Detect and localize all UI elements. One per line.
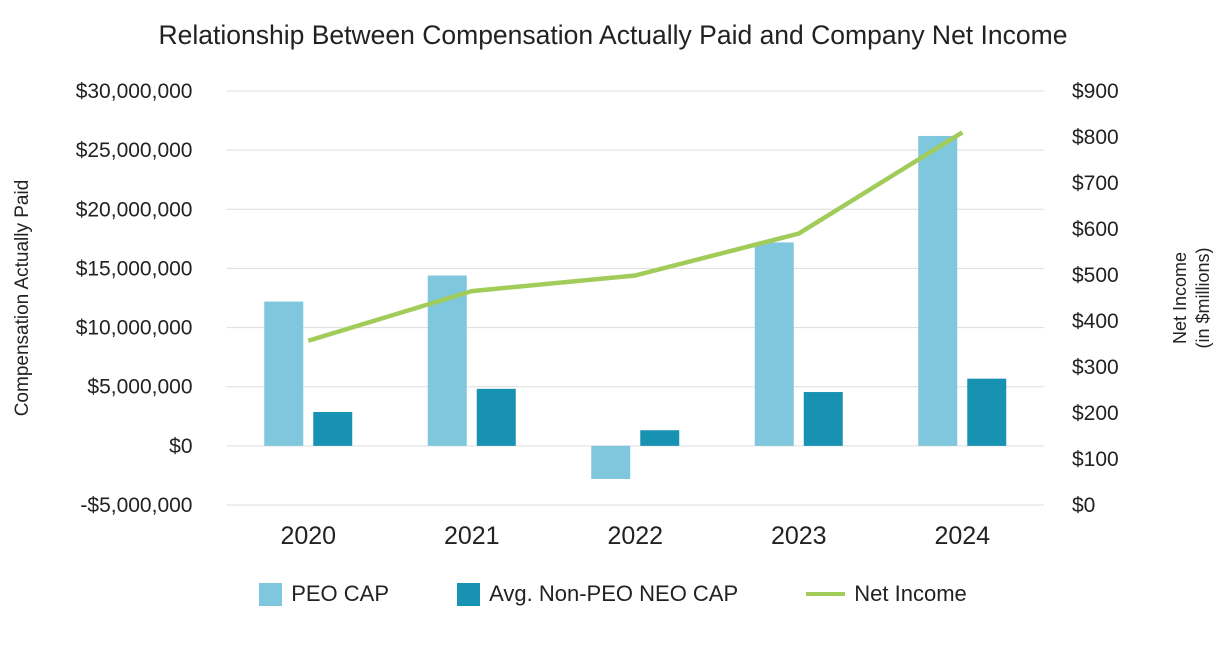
svg-text:$300: $300 — [1072, 356, 1119, 379]
svg-text:$800: $800 — [1072, 126, 1119, 149]
svg-text:Compensation Actually Paid: Compensation Actually Paid — [12, 180, 33, 417]
svg-text:$400: $400 — [1072, 310, 1119, 333]
svg-text:$0: $0 — [1072, 494, 1095, 517]
svg-text:Net Income: Net Income — [1170, 252, 1190, 344]
svg-text:2022: 2022 — [607, 522, 663, 550]
svg-text:$15,000,000: $15,000,000 — [76, 257, 193, 280]
svg-text:$25,000,000: $25,000,000 — [76, 139, 193, 162]
svg-text:$500: $500 — [1072, 264, 1119, 287]
svg-text:$10,000,000: $10,000,000 — [76, 317, 193, 340]
svg-text:2021: 2021 — [444, 522, 500, 550]
svg-text:$100: $100 — [1072, 448, 1119, 471]
svg-text:$200: $200 — [1072, 402, 1119, 425]
svg-text:$0: $0 — [169, 435, 192, 458]
svg-text:$5,000,000: $5,000,000 — [87, 376, 192, 399]
svg-text:$900: $900 — [1072, 80, 1119, 103]
svg-text:(in $millions): (in $millions) — [1193, 247, 1213, 348]
svg-text:$600: $600 — [1072, 218, 1119, 241]
svg-text:2024: 2024 — [934, 522, 990, 550]
svg-text:$700: $700 — [1072, 172, 1119, 195]
svg-text:$20,000,000: $20,000,000 — [76, 198, 193, 221]
svg-text:2023: 2023 — [771, 522, 827, 550]
svg-text:$30,000,000: $30,000,000 — [76, 80, 193, 103]
svg-text:-$5,000,000: -$5,000,000 — [80, 494, 192, 517]
svg-text:2020: 2020 — [280, 522, 336, 550]
